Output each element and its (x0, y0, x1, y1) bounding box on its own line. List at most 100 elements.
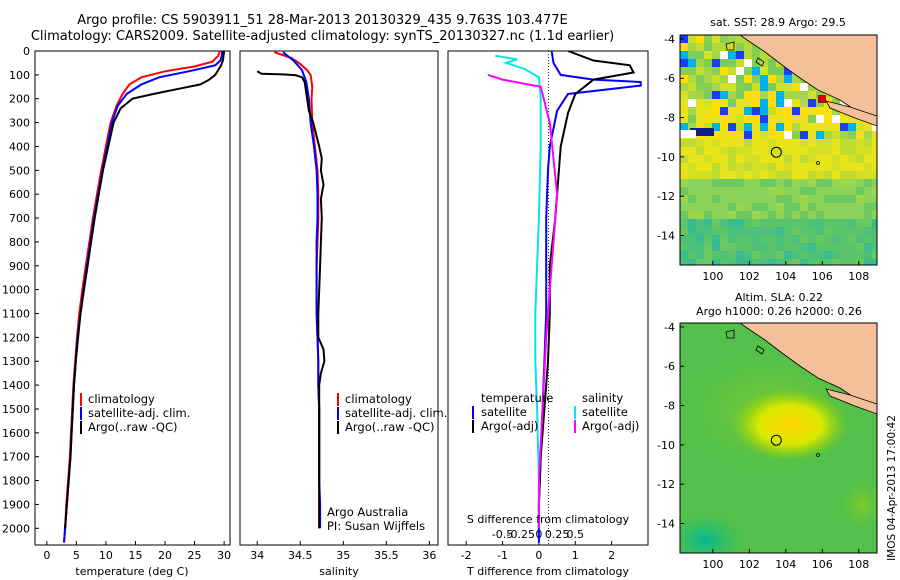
island-outline (725, 41, 735, 51)
sst-pixel (736, 259, 744, 265)
salinity-axis: 34 34.5 35 35.5 36 (250, 541, 436, 562)
sst-pixel (688, 130, 696, 138)
sst-pixel (856, 163, 864, 171)
sst-pixel (712, 163, 720, 171)
sst-pixel (872, 259, 877, 265)
sst-pixel (848, 171, 856, 179)
sst-pixel (808, 107, 816, 115)
sst-pixel (864, 259, 872, 265)
sst-pixel (768, 243, 776, 251)
sst-pixel (816, 147, 824, 155)
sst-pixel (680, 83, 688, 91)
sst-pixel (760, 243, 768, 251)
sst-pixel (864, 163, 872, 171)
sst-pixel (816, 235, 824, 243)
sst-pixel (856, 187, 864, 195)
temperature-axis-label: temperature (deg C) (75, 565, 188, 578)
sst-pixel (736, 163, 744, 171)
legend-label-satellite: satellite-adj. clim. (88, 406, 190, 420)
legend-header-salinity: salinity (582, 391, 623, 405)
sst-pixel (816, 227, 824, 235)
sst-pixel (712, 195, 720, 203)
sst-pixel (712, 259, 720, 265)
sst-pixel (760, 259, 768, 265)
figure-title-line1: Argo profile: CS 5903911_51 28-Mar-2013 … (77, 13, 568, 28)
sst-pixel (768, 155, 776, 163)
sst-pixel (680, 187, 688, 195)
depth-tick-label: 1200 (2, 331, 30, 344)
sst-pixel (824, 179, 832, 187)
sst-pixel (680, 211, 688, 219)
sst-pixel (840, 259, 848, 265)
sst-pixel (856, 155, 864, 163)
sst-pixel (752, 227, 760, 235)
sst-pixel (808, 163, 816, 171)
sst-pixel (808, 83, 816, 91)
sst-pixel (688, 91, 696, 99)
sst-pixel (736, 131, 744, 139)
sst-pixel (752, 115, 760, 123)
sst-pixel (776, 107, 784, 115)
lat-tick-label: -14 (657, 230, 675, 243)
sst-pixel (864, 147, 872, 155)
sst-pixel (824, 163, 832, 171)
sst-pixel (800, 243, 808, 251)
sst-pixel (792, 123, 800, 131)
sst-pixel (680, 147, 688, 155)
sst-pixel (704, 123, 712, 131)
sst-pixel (848, 227, 856, 235)
x-tick-label: -1 (497, 549, 508, 562)
sst-pixel (704, 83, 712, 91)
sst-pixel (848, 211, 856, 219)
sla-map-title: Altim. SLA: 0.22 (735, 291, 823, 304)
legend-swatch-s-argo (574, 420, 576, 433)
depth-tick-label: 1700 (2, 451, 30, 464)
lon-tick-label: 104 (775, 270, 796, 283)
sst-pixel (800, 115, 808, 123)
sst-pixel (848, 131, 856, 139)
sst-pixel (728, 195, 736, 203)
sst-map-title: sat. SST: 28.9 Argo: 29.5 (710, 16, 846, 29)
sst-pixel (792, 187, 800, 195)
sst-pixel (768, 219, 776, 227)
sst-pixel (784, 203, 792, 211)
island-outline (816, 161, 820, 165)
sst-pixel (744, 123, 752, 131)
x-tick-label: 5 (73, 549, 80, 562)
sst-pixel (840, 171, 848, 179)
sst-pixel (872, 219, 877, 227)
sst-pixel (784, 131, 792, 139)
sst-pixel (680, 155, 688, 163)
lon-tick-label: 108 (848, 558, 869, 571)
lat-tick-label: -10 (657, 151, 675, 164)
sst-pixel (752, 131, 760, 139)
sst-pixel (856, 123, 864, 131)
sst-pixel (808, 139, 816, 147)
sst-pixel (696, 195, 704, 203)
sst-pixel (688, 67, 696, 75)
sst-pixel (808, 227, 816, 235)
sst-pixel (792, 195, 800, 203)
sst-pixel (736, 195, 744, 203)
sst-pixel (728, 91, 736, 99)
lon-tick-label: 104 (775, 558, 796, 571)
sst-pixel (864, 179, 872, 187)
sst-pixel (720, 219, 728, 227)
sst-pixel (752, 123, 760, 131)
sst-pixel (832, 187, 840, 195)
x-tick-label: 1 (572, 549, 579, 562)
sst-pixel (872, 131, 877, 139)
depth-tick-label: 100 (9, 69, 30, 82)
sst-pixel (736, 51, 744, 59)
sst-pixel (728, 123, 736, 131)
lon-tick-label: 102 (739, 558, 760, 571)
sst-pixel (696, 171, 704, 179)
legend-label-t-satellite: satellite (481, 405, 527, 419)
sst-pixel (744, 227, 752, 235)
sst-pixel (752, 259, 760, 265)
sst-pixel (688, 163, 696, 171)
difference-axes-frame (447, 50, 649, 546)
sst-pixel (720, 99, 728, 107)
sst-pixel (776, 195, 784, 203)
sst-pixel (792, 171, 800, 179)
